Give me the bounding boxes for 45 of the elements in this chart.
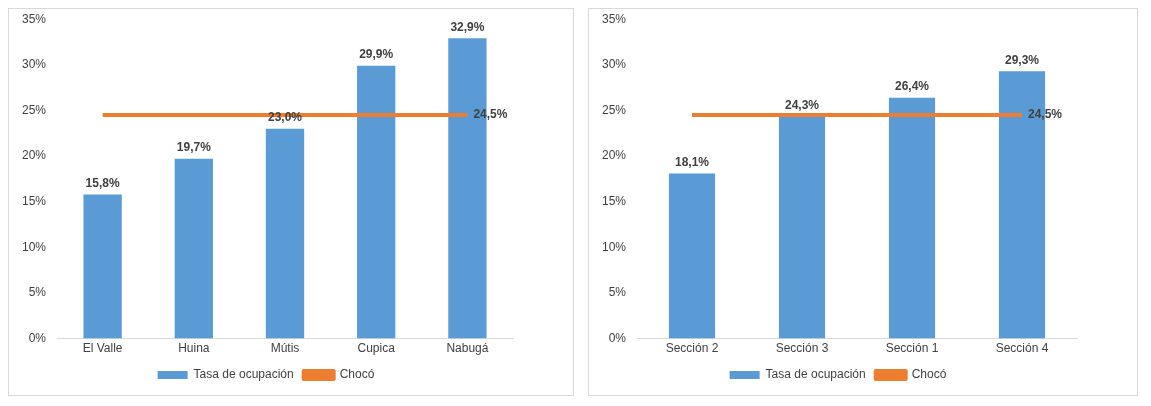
y-tick-label: 10% [21,239,47,254]
legend-label: Chocó [339,367,375,382]
bar [357,65,396,339]
data-label: 32,9% [450,19,485,34]
y-tick-label: 0% [28,330,47,345]
x-tick-label: Sección 4 [995,341,1049,356]
data-label: 24,5% [1028,107,1063,122]
data-label: 18,1% [675,154,710,169]
bar [778,116,826,339]
x-tick-label: Mútis [270,341,300,356]
y-tick-label: 5% [28,285,47,300]
bar [174,158,213,339]
y-tick-label: 25% [21,102,47,117]
y-tick-label: 10% [601,239,627,254]
data-label: 24,3% [785,98,820,113]
y-tick-label: 15% [21,194,47,209]
x-tick-label: Sección 2 [665,341,719,356]
legend-label: Tasa de ocupación [765,367,866,382]
y-tick-label: 20% [601,148,627,163]
data-label: 29,3% [1004,52,1040,67]
data-label: 29,9% [359,47,394,62]
bar [668,173,716,339]
y-tick-label: 5% [608,285,627,300]
bar [265,128,305,339]
y-tick-label: 35% [601,11,627,26]
y-tick-label: 25% [601,102,627,117]
x-tick-label: Huina [178,341,210,356]
data-label: 26,4% [894,78,930,93]
y-tick-label: 15% [601,194,627,209]
x-tick-label: Nabugá [446,341,489,356]
data-label: 15,8% [85,175,120,190]
legend-label: Chocó [911,367,947,382]
data-label: 19,7% [176,140,212,155]
y-tick-label: 30% [601,57,627,72]
y-tick-label: 20% [21,148,47,163]
x-tick-label: Cupica [357,341,396,356]
y-tick-label: 30% [21,57,47,72]
x-tick-label: Sección 1 [885,341,939,356]
legend-label: Tasa de ocupación [193,367,294,382]
bar [83,194,122,339]
y-tick-label: 0% [608,330,627,345]
x-tick-label: El Valle [82,341,123,356]
y-tick-label: 35% [21,11,47,26]
bar [888,97,936,339]
x-tick-label: Sección 3 [775,341,829,356]
